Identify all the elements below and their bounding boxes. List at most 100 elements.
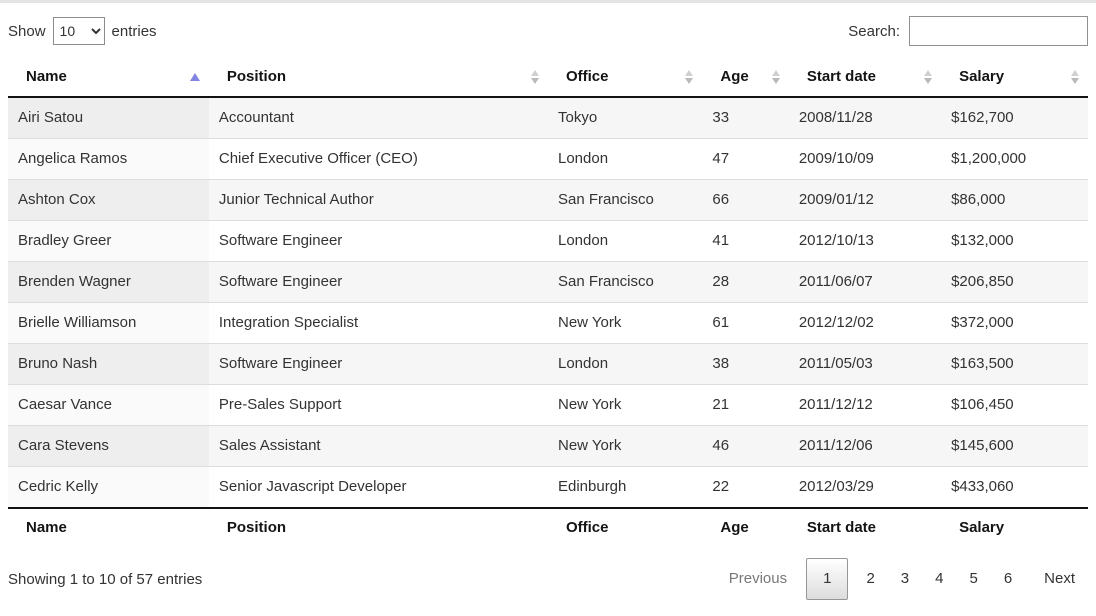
table-cell: 33: [712, 109, 730, 126]
table-cell: New York: [547, 384, 703, 426]
pagination-page[interactable]: 3: [900, 570, 910, 587]
sort-both-icon: [1071, 70, 1079, 84]
table-body: Airi Satou Accountant Tokyo 33 2008/11/28 $16…: [8, 97, 1088, 508]
table-cell: 61: [702, 302, 789, 344]
table-bottom-bar: Showing 1 to 10 of 57 entries Previous 1…: [8, 547, 1088, 616]
sort-both-icon: [530, 70, 539, 84]
table-row: Bradley Greer Software Engineer London 41 20…: [8, 220, 1088, 262]
footer-column-start-date: Start date: [788, 507, 942, 547]
pagination-page[interactable]: 5: [969, 570, 978, 587]
sort-ascending-icon: [189, 73, 200, 81]
table-cell: $372,000: [941, 302, 1088, 344]
table-cell: Junior Technical Author: [208, 179, 548, 221]
pagination-page[interactable]: 4: [935, 570, 944, 587]
table-cell: 66: [702, 179, 789, 221]
column-header-office[interactable]: Office: [547, 58, 703, 98]
table-cell: London: [547, 220, 703, 262]
table-row: Airi Satou Accountant Tokyo 33 2008/11/28 $16…: [8, 97, 1088, 139]
show-label: Show: [8, 22, 46, 40]
pagination-page-current[interactable]: 1: [806, 558, 849, 600]
table-cell: San Francisco: [547, 261, 703, 303]
table-cell: $106,450: [941, 384, 1088, 426]
column-header-salary[interactable]: Salary: [941, 58, 1088, 98]
table-cell: 2008/11/28: [798, 109, 873, 126]
table-cell: Ashton Cox: [8, 179, 209, 221]
column-header-position[interactable]: Position: [208, 58, 548, 98]
table-cell: 41: [702, 220, 789, 262]
table-cell: 21: [702, 384, 789, 426]
table-cell: 2011/06/07: [788, 261, 942, 303]
table-cell: 2012/12/02: [788, 302, 942, 344]
table-cell: $132,000: [941, 220, 1088, 262]
pagination-next-button[interactable]: Next: [1044, 570, 1075, 587]
table-row: Bruno Nash Software Engineer London 38 2011/…: [8, 343, 1088, 385]
page-length-select[interactable]: 10: [52, 17, 105, 45]
table-row: Cara Stevens Sales Assistant New York 46 201…: [8, 425, 1088, 467]
table-cell: Integration Specialist: [208, 302, 548, 344]
table-row: Ashton Cox Junior Technical Author San Fra…: [8, 179, 1088, 221]
table-cell: San Francisco: [547, 179, 703, 221]
table-cell: 28: [702, 261, 789, 303]
pagination-page[interactable]: 2: [866, 570, 875, 587]
table-info: Showing 1 to 10 of 57 entries: [8, 570, 203, 588]
data-table: Name Position Office Age Start date: [8, 58, 1088, 547]
table-cell: 2011/05/03: [788, 343, 942, 385]
sort-both-icon: [771, 70, 780, 84]
search-control: Search:: [848, 16, 1088, 46]
table-cell: 38: [702, 343, 789, 385]
footer-column-salary: Salary: [941, 507, 1088, 547]
table-cell: $145,600: [941, 425, 1088, 467]
table-header-row: Name Position Office Age Start date: [8, 58, 1088, 98]
page-top-divider: [0, 0, 1096, 3]
table-cell: Cara Stevens: [8, 425, 209, 467]
page-length-control: Show 10 entries: [8, 17, 157, 45]
table-cell: 2012/03/29: [788, 466, 942, 508]
table-footer-row: Name Position Office Age Start date Sala…: [8, 507, 1088, 547]
search-input[interactable]: [909, 16, 1088, 46]
table-cell: 2012/10/13: [788, 220, 942, 262]
table-cell: London: [547, 343, 703, 385]
column-header-name[interactable]: Name: [8, 58, 209, 98]
table-cell: $1,200,000: [941, 138, 1088, 180]
table-cell: Tokyo: [557, 109, 598, 126]
table-cell: Bradley Greer: [8, 220, 209, 262]
sort-both-icon: [924, 70, 933, 84]
table-cell: 2009/01/12: [788, 179, 942, 221]
pagination-page[interactable]: 6: [1003, 570, 1013, 587]
table-cell: London: [547, 138, 703, 180]
table-cell: Brenden Wagner: [8, 261, 209, 303]
table-cell: Bruno Nash: [8, 343, 209, 385]
footer-column-position: Position: [208, 507, 548, 547]
table-row: Caesar Vance Pre-Sales Support New York 21 2…: [8, 384, 1088, 426]
footer-column-name: Name: [8, 507, 209, 547]
table-cell: Airi Satou: [8, 97, 209, 139]
table-cell: $162,700: [951, 109, 1014, 126]
table-cell: Accountant: [218, 109, 294, 126]
datatable-wrapper: Show 10 entries Search: Name Position: [8, 3, 1088, 616]
column-header-start-date[interactable]: Start date: [788, 58, 942, 98]
search-label: Search:: [848, 22, 900, 40]
table-cell: Senior Javascript Developer: [208, 466, 548, 508]
pagination-previous-button[interactable]: Previous: [728, 570, 788, 587]
column-header-age[interactable]: Age: [702, 58, 789, 98]
footer-column-age: Age: [702, 507, 789, 547]
table-cell: Pre-Sales Support: [208, 384, 548, 426]
table-cell: 2011/12/06: [788, 425, 942, 467]
table-cell: $86,000: [941, 179, 1088, 221]
table-cell: 2009/10/09: [788, 138, 942, 180]
column-header-label: Salary: [959, 68, 1005, 85]
table-row: Brenden Wagner Software Engineer San Franc…: [8, 261, 1088, 303]
table-controls: Show 10 entries Search:: [8, 3, 1088, 58]
table-cell: 46: [702, 425, 789, 467]
table-cell: New York: [547, 302, 703, 344]
table-cell: Software Engineer: [208, 261, 548, 303]
table-row: Brielle Williamson Integration Specialist…: [8, 302, 1088, 344]
table-cell: Software Engineer: [208, 220, 548, 262]
sort-both-icon: [685, 70, 694, 84]
table-cell: Angelica Ramos: [8, 138, 209, 180]
table-cell: Cedric Kelly: [8, 466, 209, 508]
table-cell: $163,500: [941, 343, 1088, 385]
column-header-label: Start date: [806, 68, 876, 85]
